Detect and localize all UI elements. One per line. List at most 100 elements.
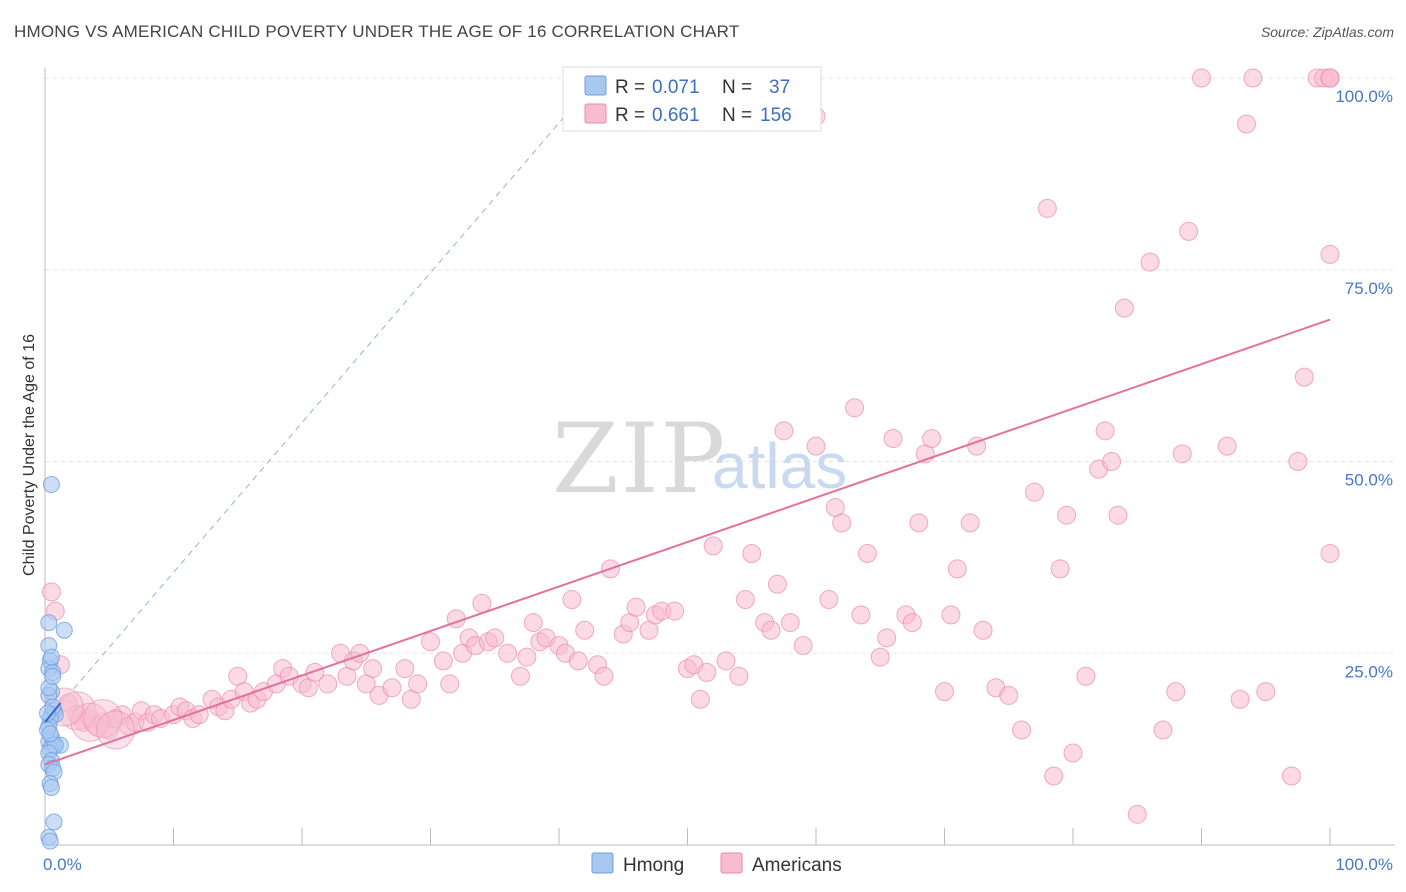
- hmong-point: [55, 621, 73, 639]
- americans-point: [870, 647, 890, 667]
- americans-point: [1102, 452, 1122, 471]
- americans-point-large: [70, 702, 110, 742]
- americans-point: [832, 513, 852, 533]
- americans-point: [935, 682, 954, 702]
- americans-point: [767, 574, 787, 594]
- americans-point: [408, 674, 428, 694]
- hmong-point: [42, 476, 60, 494]
- legend-n-label-hmong: N =: [722, 77, 752, 98]
- series-legend-label-hmong: Hmong: [623, 855, 684, 876]
- americans-point: [1192, 68, 1211, 88]
- legend-r-value-hmong: 0.071: [652, 77, 700, 98]
- americans-point: [485, 628, 505, 648]
- x-tick-label: 0.0%: [43, 855, 82, 874]
- americans-point: [1057, 505, 1077, 525]
- americans-point: [1044, 766, 1064, 786]
- americans-point: [1108, 505, 1128, 525]
- americans-point: [1037, 198, 1057, 218]
- americans-point: [510, 666, 530, 686]
- americans-point: [1172, 444, 1192, 464]
- legend-n-label-americans: N =: [722, 105, 752, 126]
- americans-point: [517, 647, 537, 667]
- hmong-point: [44, 667, 62, 685]
- hmong-trend-extension: [44, 77, 598, 723]
- americans-point: [1230, 689, 1250, 709]
- hmong-point: [42, 778, 60, 796]
- y-axis-title: Child Poverty Under the Age of 16: [21, 334, 38, 576]
- americans-point: [363, 659, 383, 679]
- series-legend-swatch-americans: [720, 852, 743, 874]
- americans-point: [999, 685, 1019, 705]
- americans-point: [947, 559, 967, 579]
- hmong-trend-line: [44, 702, 62, 723]
- americans-point: [793, 636, 813, 656]
- americans-point: [774, 421, 794, 441]
- tick-labels: 25.0% 50.0% 75.0% 100.0% 0.0% 100.0%: [43, 87, 1393, 874]
- americans-point: [922, 428, 942, 448]
- americans-point: [819, 590, 839, 610]
- watermark-atlas: atlas: [712, 430, 847, 502]
- americans-point: [1236, 114, 1256, 134]
- x-tick-label: 100.0%: [1335, 855, 1393, 874]
- americans-point: [1095, 421, 1115, 441]
- legend-r-label-hmong: R =: [615, 77, 645, 98]
- americans-point: [626, 597, 646, 617]
- americans-point: [1127, 804, 1147, 824]
- americans-point: [318, 674, 338, 694]
- legend-r-value-americans: 0.661: [652, 105, 700, 126]
- americans-point: [941, 605, 961, 625]
- hmong-point: [40, 614, 58, 632]
- americans-point: [735, 590, 755, 610]
- americans-point: [1217, 436, 1237, 456]
- americans-point: [440, 674, 460, 694]
- grid-lines: [45, 77, 1395, 654]
- americans-point: [742, 544, 762, 564]
- americans-point: [883, 428, 903, 448]
- americans-point: [1179, 221, 1199, 241]
- legend-n-value-americans: 156: [760, 105, 792, 126]
- americans-point: [433, 651, 453, 671]
- americans-point: [973, 620, 993, 640]
- americans-point: [395, 659, 415, 679]
- americans-point: [857, 544, 877, 564]
- watermark-zip: ZIP: [552, 403, 727, 515]
- americans-point: [960, 513, 980, 533]
- americans-point: [1114, 298, 1134, 318]
- americans-point: [472, 593, 492, 613]
- americans-point: [851, 605, 871, 625]
- americans-point: [575, 620, 595, 640]
- americans-point: [41, 582, 61, 602]
- legend-swatch-americans: [584, 103, 607, 124]
- americans-point: [1243, 68, 1263, 88]
- y-tick-label: 75.0%: [1345, 279, 1393, 298]
- stats-legend: R = 0.071 N = 37 R = 0.661 N = 156: [562, 66, 822, 132]
- americans-point: [1288, 452, 1308, 471]
- americans-point: [498, 643, 518, 663]
- americans-point: [780, 613, 800, 633]
- americans-point: [1012, 720, 1032, 740]
- legend-n-value-hmong: 37: [769, 77, 790, 98]
- trend-lines-front: [44, 318, 1331, 766]
- americans-point: [1320, 68, 1340, 88]
- americans-point: [1024, 482, 1044, 502]
- hmong-point: [42, 648, 60, 666]
- series-legend-label-americans: Americans: [752, 855, 842, 876]
- americans-point: [305, 662, 325, 682]
- americans-point: [845, 398, 865, 418]
- data-points: [39, 68, 1340, 850]
- legend-swatch-hmong: [584, 75, 607, 96]
- americans-point: [703, 536, 723, 556]
- americans-point: [1320, 544, 1340, 564]
- americans-point: [421, 632, 440, 652]
- americans-point: [382, 678, 402, 698]
- americans-point: [806, 436, 826, 456]
- americans-point: [665, 601, 685, 621]
- americans-point: [562, 590, 582, 610]
- americans-point: [1320, 244, 1340, 264]
- series-legend-swatch-hmong: [591, 852, 614, 874]
- hmong-point: [41, 832, 59, 850]
- americans-point-large: [83, 698, 123, 738]
- americans-point: [1050, 559, 1070, 579]
- americans-point: [716, 651, 736, 671]
